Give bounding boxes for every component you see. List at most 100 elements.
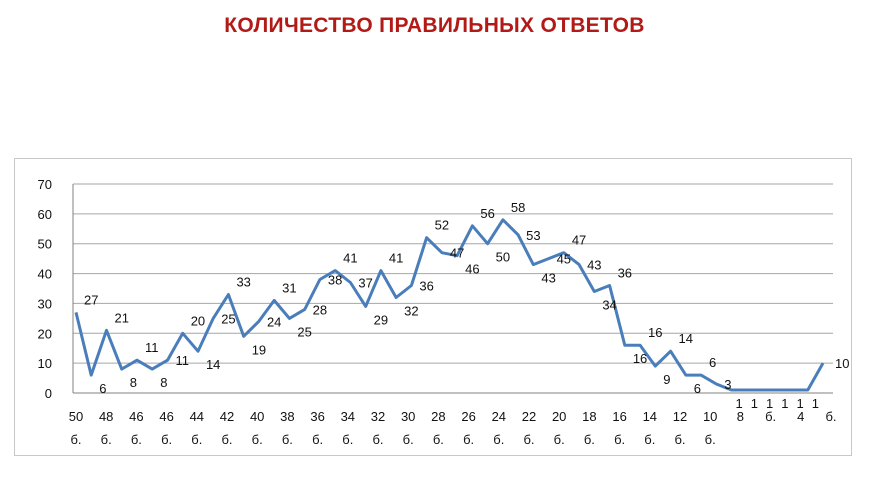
x-tick-label: б. xyxy=(433,432,444,447)
x-tick-label: 22 xyxy=(522,409,536,424)
data-label: 31 xyxy=(282,280,296,295)
data-label: 38 xyxy=(328,273,342,288)
gridlines xyxy=(72,183,833,394)
data-label: 36 xyxy=(419,279,433,294)
data-label: 6 xyxy=(709,355,716,370)
data-label: 1 xyxy=(751,396,758,411)
data-label: 8 xyxy=(130,375,137,390)
data-label: 46 xyxy=(465,262,479,277)
x-tick-label: б. xyxy=(101,432,112,447)
data-label: 11 xyxy=(175,353,189,368)
x-tick-label: 44 xyxy=(190,409,204,424)
x-tick-label: 32 xyxy=(371,409,385,424)
data-label: 1 xyxy=(797,396,804,411)
x-tick-label: б. xyxy=(554,432,565,447)
x-tick-label: 40 xyxy=(250,409,264,424)
x-tick-label: 50 xyxy=(69,409,83,424)
series-line xyxy=(74,218,825,392)
data-label: 14 xyxy=(206,357,220,372)
y-tick-label: 60 xyxy=(38,207,52,222)
x-tick-label: б. xyxy=(252,432,263,447)
x-tick-label: 46 xyxy=(129,409,143,424)
data-label: 47 xyxy=(450,246,464,261)
data-label: 6 xyxy=(99,381,106,396)
data-label: 52 xyxy=(435,218,449,233)
chart-title: КОЛИЧЕСТВО ПРАВИЛЬНЫХ ОТВЕТОВ xyxy=(224,14,645,37)
x-tick-label: б. xyxy=(403,432,414,447)
data-label: 24 xyxy=(267,314,281,329)
x-tick-label: 46 xyxy=(159,409,173,424)
x-tick-label: 30 xyxy=(401,409,415,424)
data-label: 37 xyxy=(358,276,372,291)
x-tick-label: 4 xyxy=(797,409,804,424)
data-label: 27 xyxy=(84,292,98,307)
data-label: 50 xyxy=(496,250,510,265)
data-label: 9 xyxy=(663,372,670,387)
x-tick-label: 10 xyxy=(703,409,717,424)
x-tick-label: б. xyxy=(523,432,534,447)
x-tick-label: 48 xyxy=(99,409,113,424)
x-tick-label: 38 xyxy=(280,409,294,424)
data-label: 41 xyxy=(343,251,357,266)
data-label: 25 xyxy=(297,324,311,339)
y-tick-label: 50 xyxy=(38,237,52,252)
data-label: 32 xyxy=(404,303,418,318)
data-label: 36 xyxy=(618,266,632,281)
data-label: 19 xyxy=(252,342,266,357)
x-tick-label: б. xyxy=(584,432,595,447)
data-label: 1 xyxy=(781,396,788,411)
data-label: 1 xyxy=(766,396,773,411)
x-tick-label: 12 xyxy=(673,409,687,424)
x-tick-label: 26 xyxy=(461,409,475,424)
x-tick-label: б. xyxy=(282,432,293,447)
x-tick-label: 8 xyxy=(737,409,744,424)
data-label: 8 xyxy=(160,375,167,390)
x-tick-label: б. xyxy=(312,432,323,447)
x-tick-label: б. xyxy=(614,432,625,447)
data-labels: 2762181181120142533192431252838413729413… xyxy=(84,200,849,411)
y-tick-label: 70 xyxy=(38,177,52,192)
x-tick-label: 14 xyxy=(643,409,657,424)
data-label: 3 xyxy=(724,377,731,392)
data-label: 43 xyxy=(587,258,601,273)
x-tick-label: 42 xyxy=(220,409,234,424)
data-label: 11 xyxy=(145,340,159,355)
x-tick-label: б. xyxy=(463,432,474,447)
series-line-group xyxy=(74,218,825,392)
data-label: 34 xyxy=(602,297,616,312)
data-label: 41 xyxy=(389,251,403,266)
x-tick-label: 16 xyxy=(612,409,626,424)
data-label: 43 xyxy=(541,271,555,286)
y-tick-label: 40 xyxy=(38,267,52,282)
data-label: 58 xyxy=(511,200,525,215)
x-tick-label: б. xyxy=(644,432,655,447)
y-axis-ticks: 0 10 20 30 40 50 60 70 xyxy=(38,177,52,401)
chart-area: 0 10 20 30 40 50 60 70 50 б. 48 б. 46 б. 46 б. 44 б. 42 б.… xyxy=(14,158,852,456)
data-label: 47 xyxy=(572,233,586,248)
y-tick-label: 10 xyxy=(38,356,52,371)
x-tick-label: б. xyxy=(674,432,685,447)
x-tick-label: б. xyxy=(493,432,504,447)
y-tick-label: 20 xyxy=(38,326,52,341)
x-tick-label: 18 xyxy=(582,409,596,424)
data-label: 25 xyxy=(221,311,235,326)
x-tick-label: б. xyxy=(825,409,836,424)
data-label: 29 xyxy=(374,312,388,327)
x-tick-label: б. xyxy=(70,432,81,447)
data-label: 1 xyxy=(736,396,743,411)
data-label: 21 xyxy=(114,310,128,325)
x-tick-label: 34 xyxy=(341,409,355,424)
x-tick-label: б. xyxy=(705,432,716,447)
data-label: 53 xyxy=(526,228,540,243)
data-label: 45 xyxy=(557,252,571,267)
data-label: 6 xyxy=(694,381,701,396)
data-label: 10 xyxy=(835,356,849,371)
x-tick-label: б. xyxy=(765,409,776,424)
x-tick-label: б. xyxy=(161,432,172,447)
data-label: 14 xyxy=(679,331,693,346)
x-tick-label: б. xyxy=(342,432,353,447)
y-tick-label: 0 xyxy=(45,386,52,401)
x-tick-label: 24 xyxy=(492,409,506,424)
data-label: 1 xyxy=(812,396,819,411)
